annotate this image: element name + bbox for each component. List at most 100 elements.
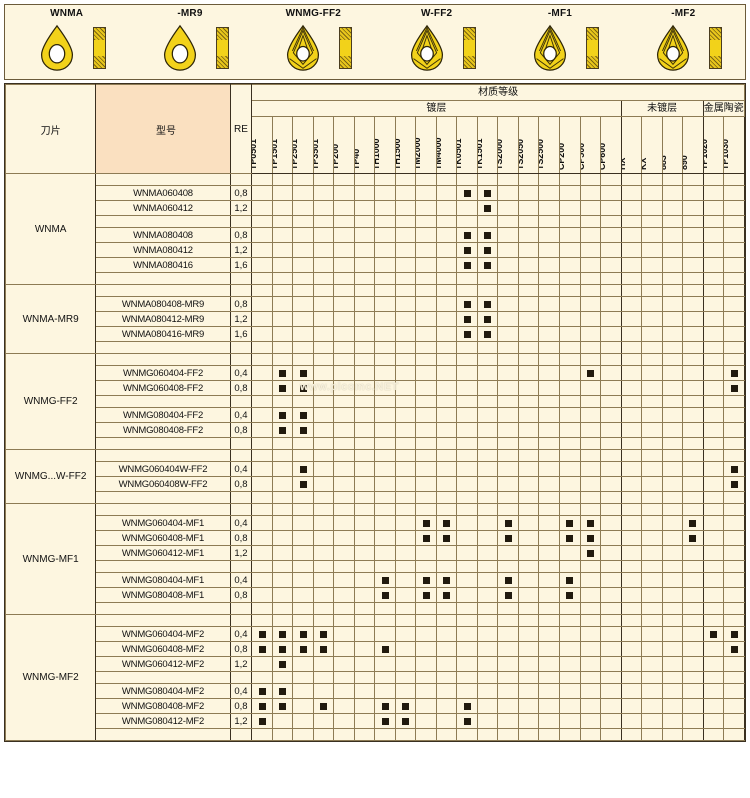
grade-cell [620, 437, 643, 450]
grade-cell [476, 656, 499, 672]
grade-cell [723, 656, 745, 672]
grade-cell [702, 545, 725, 561]
grade-cell [353, 626, 376, 642]
grade-cell [456, 641, 478, 657]
grade-cell [661, 407, 684, 423]
grade-cell [415, 713, 437, 729]
grade-cell [394, 407, 417, 423]
grade-cell [641, 341, 663, 354]
grade-cell [333, 461, 355, 477]
grade-mark [559, 515, 581, 531]
model-spacer [95, 272, 231, 285]
grade-mark [435, 530, 458, 546]
grade-cell [292, 311, 314, 327]
corner-radius-value [229, 395, 253, 408]
grade-cell [394, 461, 417, 477]
grade-cell [641, 614, 663, 627]
header-grade-label: TP1020 [703, 139, 710, 170]
grade-cell [702, 461, 725, 477]
grade-cell [579, 173, 602, 186]
table-row: WNMA080416 1,6 [6, 257, 745, 273]
grade-cell [620, 341, 643, 354]
grade-cell [374, 227, 396, 243]
grade-cell [579, 572, 602, 588]
grade-cell [251, 671, 273, 684]
gallery-item-figures [644, 20, 723, 76]
grade-cell [435, 491, 458, 504]
grade-cell [333, 671, 355, 684]
grade-mark [723, 641, 745, 657]
grade-cell [271, 503, 294, 516]
grade-cell [661, 713, 684, 729]
header-row-group: 刀片 型号 RE 材质等级 [4, 84, 745, 174]
header-grade-TM2000: TM2000 [415, 116, 437, 174]
grade-cell [251, 449, 273, 462]
table-row: WNMG060404-FF2 0,4 [6, 365, 745, 381]
grade-cell [600, 602, 622, 615]
grade-cell [682, 683, 704, 699]
grade-cell [497, 173, 519, 186]
grade-mark [476, 296, 499, 312]
grade-cell [497, 284, 519, 297]
grade-mark [292, 626, 314, 642]
grade-cell [702, 353, 725, 366]
grade-cell [661, 257, 684, 273]
grade-mark [559, 530, 581, 546]
grade-cell [271, 602, 294, 615]
corner-radius-value [229, 173, 253, 186]
grade-cell [682, 185, 704, 201]
grade-cell [374, 560, 396, 573]
grade-cell [559, 227, 581, 243]
grade-cell [271, 572, 294, 588]
corner-radius-value: 0,8 [229, 530, 253, 546]
grade-cell [312, 587, 335, 603]
grade-cell [661, 272, 684, 285]
grade-cell [435, 200, 458, 216]
grade-cell [476, 272, 499, 285]
grade-cell [702, 515, 725, 531]
corner-radius-value: 1,2 [229, 200, 253, 216]
grade-cell [415, 476, 437, 492]
grade-cell [620, 656, 643, 672]
grade-cell [312, 380, 335, 396]
grade-cell [661, 728, 684, 741]
grade-cell [538, 284, 560, 297]
grade-cell [415, 503, 437, 516]
grade-cell [333, 698, 355, 714]
grade-cell [517, 353, 540, 366]
header-grade-label: CP600 [600, 142, 607, 170]
grade-cell [517, 515, 540, 531]
grade-cell [271, 185, 294, 201]
grade-cell [538, 395, 560, 408]
grade-cell [497, 728, 519, 741]
grade-cell [435, 242, 458, 258]
grade-cell [538, 641, 560, 657]
grade-cell [476, 215, 499, 228]
grade-cell [497, 227, 519, 243]
grade-cell [497, 242, 519, 258]
grade-cell [579, 185, 602, 201]
grade-cell [723, 227, 745, 243]
grade-cell [374, 626, 396, 642]
grade-cell [333, 296, 355, 312]
grade-cell [559, 437, 581, 450]
header-grade-883: 883 [661, 116, 684, 174]
grade-cell [435, 671, 458, 684]
grade-cell [415, 422, 437, 438]
grade-mark [559, 572, 581, 588]
model-number: WNMA080416-MR9 [95, 326, 231, 342]
model-spacer [95, 602, 231, 615]
grade-cell [374, 365, 396, 381]
grade-cell [600, 257, 622, 273]
grade-cell [517, 242, 540, 258]
grade-cell [517, 449, 540, 462]
grade-cell [661, 215, 684, 228]
grade-cell [538, 173, 560, 186]
grade-cell [353, 380, 376, 396]
grade-cell [661, 560, 684, 573]
grade-cell [292, 257, 314, 273]
grade-cell [251, 242, 273, 258]
grade-cell [600, 365, 622, 381]
grade-cell [497, 200, 519, 216]
grade-cell [723, 698, 745, 714]
